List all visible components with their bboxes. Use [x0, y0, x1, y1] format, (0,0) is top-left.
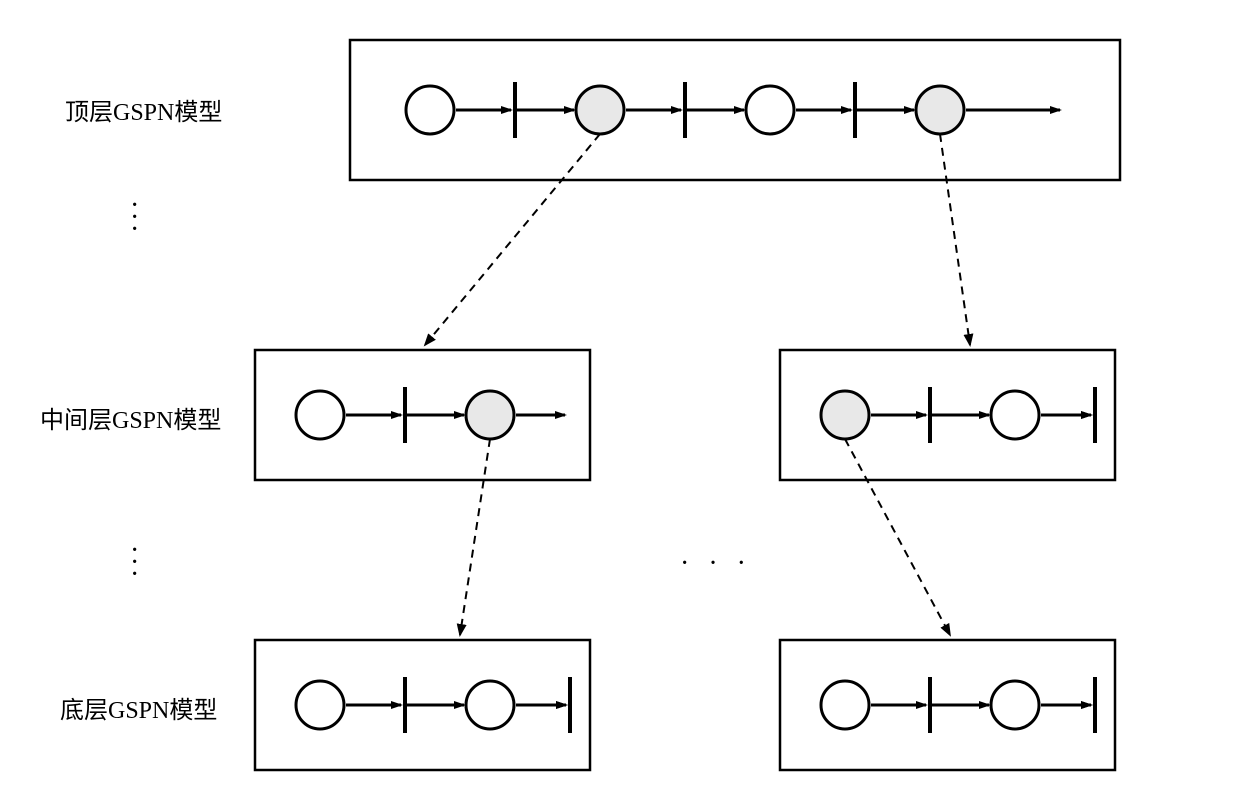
refinement-link-1	[940, 134, 970, 345]
mid-left-place-0	[296, 391, 344, 439]
bot-left-place-1	[466, 681, 514, 729]
top-place-3	[916, 86, 964, 134]
label-top-layer: 顶层GSPN模型	[65, 92, 222, 127]
mid-right-place-1	[991, 391, 1039, 439]
bot-right-place-0	[821, 681, 869, 729]
mid-left-place-1	[466, 391, 514, 439]
top-place-2	[746, 86, 794, 134]
bot-right-place-1	[991, 681, 1039, 729]
vertical-ellipsis-1: ···	[130, 200, 139, 236]
top-place-1	[576, 86, 624, 134]
bot-left-place-0	[296, 681, 344, 729]
label-bottom-layer: 底层GSPN模型	[60, 690, 217, 725]
mid-right-place-0	[821, 391, 869, 439]
refinement-link-0	[425, 134, 600, 345]
refinement-link-2	[460, 439, 490, 635]
vertical-ellipsis-2: ···	[130, 545, 139, 581]
label-middle-layer: 中间层GSPN模型	[40, 400, 221, 435]
top-place-0	[406, 86, 454, 134]
refinement-link-3	[845, 439, 950, 635]
horizontal-ellipsis: · · ·	[680, 548, 752, 580]
